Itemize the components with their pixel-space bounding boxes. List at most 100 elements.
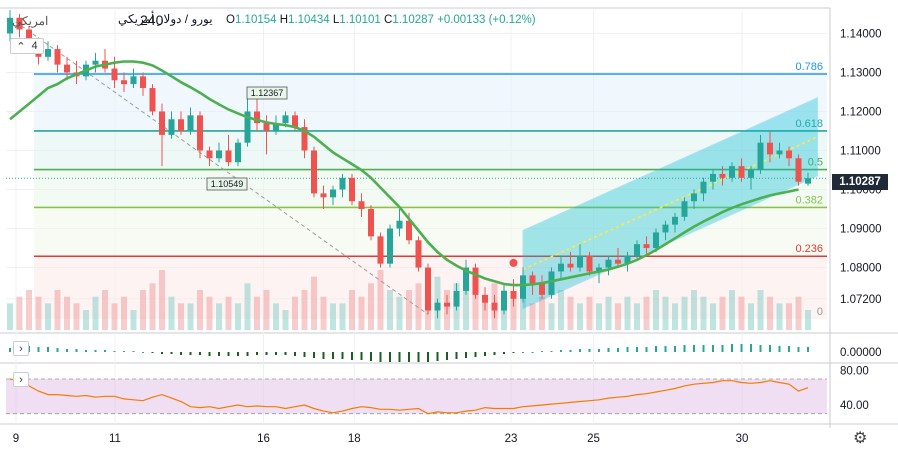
volume-bar [311, 276, 317, 330]
oscillator-bar [740, 344, 743, 352]
candle-body [92, 60, 99, 65]
candle-body [197, 115, 203, 151]
oscillator-bar [522, 352, 524, 353]
volume-bar [102, 290, 108, 330]
candle-body [691, 193, 697, 202]
candle-body [491, 302, 498, 311]
volume-bar [558, 290, 564, 330]
fib-level-label: 0.382 [795, 194, 823, 206]
volume-bar [206, 296, 213, 330]
candle-body [140, 76, 146, 89]
volume-bar [178, 303, 184, 330]
volume-bar [586, 296, 593, 330]
volume-bar [187, 303, 194, 330]
low-value: 1.10101 [339, 14, 381, 26]
oscillator-bar [294, 352, 296, 356]
volume-bar [282, 310, 289, 330]
symbol-overflow: امريكي [12, 14, 49, 28]
candle-body [7, 17, 13, 34]
chevron-up-icon: ⌃ [16, 40, 26, 53]
volume-bar [472, 290, 479, 330]
candle-body [463, 267, 469, 291]
oscillator-bar [408, 352, 410, 362]
fib-zone [34, 130, 827, 170]
oscillator-bar [256, 352, 258, 355]
rsi-pane-toggle[interactable]: › [13, 372, 29, 387]
oscillator-bar [75, 349, 78, 352]
candle-body [358, 201, 365, 210]
oscillator-bar [702, 345, 705, 352]
oscillator-bar [379, 352, 382, 362]
oscillator-tick-label: 0.00000 [840, 347, 882, 359]
close-value: 1.10287 [392, 14, 434, 26]
volume-bar [330, 303, 336, 330]
change-value: +0.00133 (+0.12%) [437, 14, 536, 26]
volume-bar [710, 303, 716, 330]
candle-body [149, 88, 156, 112]
price-tick-label: 1.07200 [840, 294, 882, 306]
volume-bar [339, 303, 346, 330]
oscillator-bar [788, 346, 790, 352]
volume-bar [292, 296, 298, 330]
open-value: 1.10154 [234, 14, 277, 26]
fib-zone [34, 74, 827, 131]
oscillator-bar [322, 352, 325, 359]
fib-level-label: 0.5 [808, 157, 823, 169]
volume-bar [197, 290, 203, 330]
oscillator-bar [370, 352, 372, 361]
candle-body [577, 255, 583, 268]
candle-body [425, 267, 431, 311]
collapse-legend-button[interactable]: ⌃ 4 [10, 38, 44, 54]
price-tick-label: 1.09000 [840, 224, 882, 236]
volume-bar [54, 290, 61, 330]
candle-body [349, 177, 355, 202]
volume-bar [387, 290, 393, 330]
candle-body [586, 255, 593, 272]
candle-body [539, 283, 545, 295]
candle-body [159, 111, 165, 135]
oscillator-bar [645, 347, 648, 352]
volume-bar [605, 296, 612, 330]
candle-body [501, 290, 507, 311]
volume-bar [73, 303, 80, 330]
oscillator-bar [189, 352, 192, 355]
volume-bar [349, 290, 355, 330]
volume-bar [26, 290, 32, 330]
price-tick-label: 1.11000 [840, 145, 881, 157]
oscillator-bar [151, 352, 154, 353]
oscillator-bar [9, 348, 11, 352]
rsi-tick-label: 40.00 [840, 400, 869, 412]
oscillator-pane-toggle[interactable]: › [13, 341, 29, 356]
oscillator-bar [56, 348, 59, 352]
candle-body [406, 220, 412, 241]
candle-body [396, 220, 403, 229]
oscillator-bar [208, 352, 211, 356]
volume-bar [92, 296, 99, 330]
candle-body [529, 275, 536, 284]
candle-body [710, 173, 716, 182]
candle-body [805, 178, 811, 184]
candle-body [168, 119, 175, 135]
volume-bar [159, 270, 165, 330]
volume-bar [121, 296, 127, 330]
volume-bar [643, 296, 650, 330]
volume-bar [415, 283, 422, 330]
oscillator-bar [218, 352, 220, 356]
volume-bar [225, 296, 232, 330]
fib-level-label: 0.618 [795, 118, 823, 130]
candle-body [767, 142, 773, 155]
oscillator-bar [655, 346, 657, 352]
fib-trendline [9, 17, 429, 315]
gear-icon[interactable]: ⚙ [853, 430, 868, 447]
volume-bar [662, 296, 669, 330]
candle-body [615, 259, 621, 264]
candle-body [206, 150, 213, 159]
oscillator-bar [398, 352, 401, 362]
volume-bar [64, 296, 70, 330]
candle-body [596, 267, 602, 272]
oscillator-bar [531, 352, 534, 353]
price-tick-label: 1.08000 [840, 263, 882, 275]
high-value: 1.10434 [288, 14, 330, 26]
candle-body [605, 259, 612, 268]
